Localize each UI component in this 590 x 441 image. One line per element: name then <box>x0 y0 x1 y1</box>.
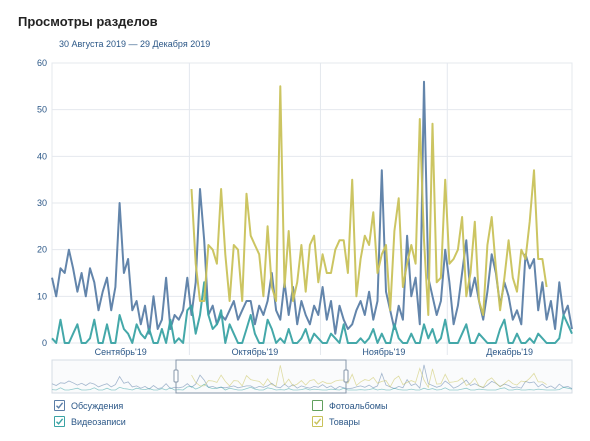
navigator <box>51 359 573 394</box>
legend-item-discussions[interactable]: Обсуждения <box>54 400 123 411</box>
x-month-label: Сентябрь'19 <box>95 347 147 357</box>
legend-label: Видеозаписи <box>71 416 126 427</box>
checkbox-checked-icon[interactable] <box>54 400 65 411</box>
date-range[interactable]: 30 Августа 2019 — 29 Декабря 2019 <box>59 39 211 49</box>
navigator-series-0 <box>51 364 573 390</box>
x-month-label: Октябрь'19 <box>232 347 279 357</box>
y-tick-label: 30 <box>37 198 47 208</box>
legend-label: Фотоальбомы <box>329 400 388 411</box>
y-tick-label: 40 <box>37 151 47 161</box>
checkbox-checked-icon[interactable] <box>312 416 323 427</box>
legend-item-products[interactable]: Товары <box>312 416 360 427</box>
legend-item-videos[interactable]: Видеозаписи <box>54 416 126 427</box>
y-tick-label: 50 <box>37 105 47 115</box>
legend-item-photo-albums[interactable]: Фотоальбомы <box>312 400 387 411</box>
y-tick-label: 0 <box>42 338 47 348</box>
x-month-label: Декабрь'19 <box>486 347 533 357</box>
legend-label: Товары <box>329 416 360 427</box>
checkbox-unchecked-icon[interactable] <box>312 400 323 411</box>
series-line-2 <box>190 85 548 316</box>
series-line-1 <box>51 281 573 344</box>
navigator-series-2 <box>191 365 547 389</box>
checkbox-checked-icon[interactable] <box>54 416 65 427</box>
navigator-handle-right[interactable] <box>343 369 349 383</box>
y-tick-label: 60 <box>37 58 47 68</box>
series-line-0 <box>51 80 573 335</box>
page-title: Просмотры разделов <box>18 14 158 29</box>
y-tick-label: 20 <box>37 245 47 255</box>
navigator-handle-left[interactable] <box>173 369 179 383</box>
navigator-series-1 <box>51 383 573 391</box>
y-tick-label: 10 <box>37 291 47 301</box>
legend-label: Обсуждения <box>71 400 124 411</box>
x-month-label: Ноябрь'19 <box>362 347 405 357</box>
